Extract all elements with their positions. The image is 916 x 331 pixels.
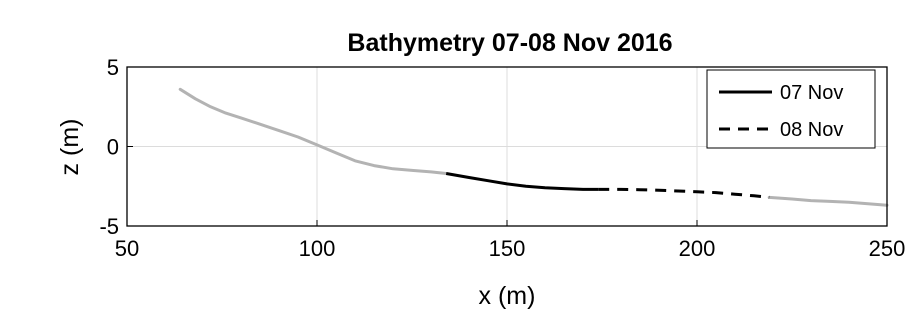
series-line-07-nov: [445, 172, 599, 191]
x-tick-label: 200: [679, 236, 716, 261]
legend: 07 Nov 08 Nov: [706, 69, 876, 149]
y-tick-label: 0: [107, 135, 119, 160]
profile-line-offshore: [767, 195, 889, 207]
x-tick-label: 250: [869, 236, 906, 261]
y-tick-label: -5: [99, 214, 119, 239]
y-axis-label: z (m): [56, 119, 84, 176]
x-tick-label: 150: [489, 236, 526, 261]
x-tick-label: 50: [115, 236, 139, 261]
series-layer: [178, 87, 889, 207]
chart-title: Bathymetry 07-08 Nov 2016: [347, 29, 672, 57]
legend-label-07-nov: 07 Nov: [780, 82, 843, 104]
x-tick-label: 100: [299, 236, 336, 261]
y-tick-label: 5: [107, 55, 119, 80]
x-axis-label: x (m): [479, 282, 536, 310]
ticks: 50 100 150 200 250 -5 0 5: [99, 55, 905, 261]
profile-line-onshore: [178, 87, 448, 175]
legend-box: [706, 69, 876, 149]
legend-label-08-nov: 08 Nov: [780, 119, 843, 141]
